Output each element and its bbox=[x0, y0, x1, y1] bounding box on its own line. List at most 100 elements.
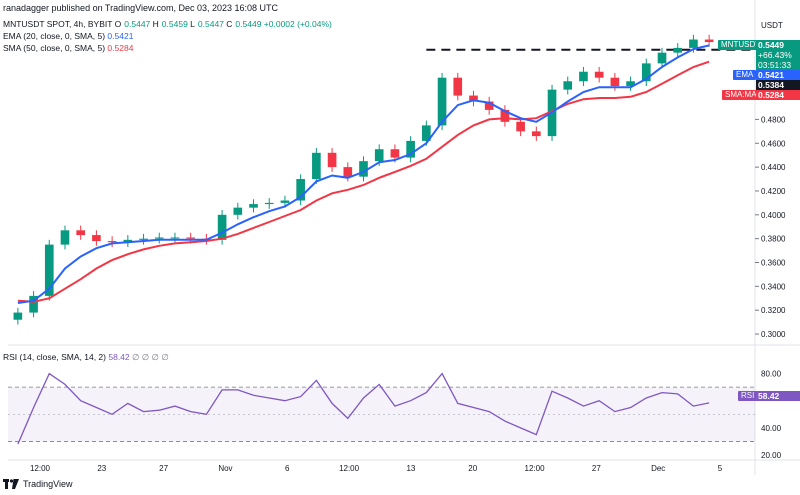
candle-body bbox=[689, 39, 698, 48]
ema-value-tag: 0.5421 bbox=[756, 70, 800, 80]
candle-body bbox=[704, 39, 714, 43]
tradingview-logo-icon bbox=[3, 479, 19, 489]
candle-body bbox=[390, 149, 400, 158]
price-tick-label: 0.4000 bbox=[761, 211, 786, 220]
open-value: O 0.5447 bbox=[114, 19, 151, 29]
sma-legend: SMA (50, close, 0, SMA, 5) 0.5284 bbox=[3, 43, 133, 53]
price-axis-unit: USDT bbox=[761, 21, 783, 30]
candle-body bbox=[673, 47, 683, 53]
candle-body bbox=[422, 125, 431, 141]
candle-body bbox=[249, 204, 258, 208]
rsi-band-fill bbox=[8, 387, 755, 442]
high-value: H 0.5459 bbox=[152, 19, 188, 29]
candle-body bbox=[641, 63, 651, 82]
rsi-name-tag: RSI bbox=[738, 391, 758, 401]
sma-value-tag: 0.5284 bbox=[756, 90, 800, 100]
sma-legend-value: 0.5284 bbox=[107, 43, 134, 53]
sma-label: SMA (50, close, 0, SMA, 5) bbox=[3, 43, 106, 53]
candle-body bbox=[186, 237, 195, 239]
time-tick-label: Dec bbox=[651, 464, 665, 473]
rsi-legend-value: 58.42 bbox=[108, 352, 130, 362]
change-value: +0.0002 (+0.04%) bbox=[263, 19, 332, 29]
price-tick-label: 0.3000 bbox=[761, 330, 786, 339]
candle-body bbox=[327, 152, 337, 168]
candle-body bbox=[359, 161, 368, 177]
rsi-line bbox=[17, 372, 710, 445]
candle-body bbox=[469, 95, 478, 102]
brand-label: TradingView bbox=[23, 479, 73, 489]
publisher-line: ranadagger published on TradingView.com,… bbox=[3, 3, 279, 13]
time-tick-label: 20 bbox=[468, 464, 477, 473]
rsi-tick-label: 20.00 bbox=[761, 451, 782, 460]
footer-brand[interactable]: TradingView bbox=[3, 479, 73, 489]
candle-body bbox=[60, 230, 70, 245]
time-tick-label: 12:00 bbox=[339, 464, 360, 473]
sma-name-tag: SMA:MA bbox=[722, 90, 760, 100]
candle-body bbox=[563, 81, 573, 90]
time-tick-label: 6 bbox=[285, 464, 290, 473]
candle-body bbox=[233, 207, 243, 215]
candle-body bbox=[626, 81, 635, 87]
candle-body bbox=[29, 295, 38, 313]
rsi-label: RSI (14, close, SMA, 14, 2) bbox=[3, 352, 106, 362]
ema-name-tag: EMA bbox=[733, 70, 757, 80]
ema-legend-value: 0.5421 bbox=[107, 31, 134, 41]
ema-label: EMA (20, close, 0, SMA, 5) bbox=[3, 31, 106, 41]
rsi-legend: RSI (14, close, SMA, 14, 2) 58.42 ∅ ∅ ∅ … bbox=[3, 352, 169, 363]
ema-20-line bbox=[17, 44, 710, 304]
time-tick-label: 13 bbox=[406, 464, 415, 473]
candle-body bbox=[484, 101, 494, 110]
candle-body bbox=[44, 244, 54, 296]
ema-legend: EMA (20, close, 0, SMA, 5) 0.5421 bbox=[3, 31, 133, 41]
rsi-legend-extras: ∅ ∅ ∅ ∅ bbox=[132, 352, 169, 362]
time-tick-label: 27 bbox=[159, 464, 168, 473]
candle-body bbox=[406, 140, 415, 158]
price-tick-label: 0.3800 bbox=[761, 235, 786, 244]
low-value: L 0.5447 bbox=[190, 19, 224, 29]
candle-body bbox=[312, 152, 321, 180]
candle-body bbox=[139, 238, 148, 240]
candle-body bbox=[154, 237, 164, 239]
candle-body bbox=[532, 131, 541, 137]
rsi-value-tag: 58.42 bbox=[756, 391, 800, 401]
candle-body bbox=[217, 214, 227, 240]
price-tick-label: 0.4800 bbox=[761, 115, 786, 124]
candle-body bbox=[453, 77, 463, 96]
level-value-tag: 0.5384 bbox=[756, 80, 800, 90]
pct-change-tag: +66.43% bbox=[756, 50, 800, 60]
close-value: C 0.5449 bbox=[226, 19, 262, 29]
time-tick-label: 27 bbox=[592, 464, 601, 473]
candle-body bbox=[437, 77, 447, 126]
symbol-legend: MNTUSDT SPOT, 4h, BYBIT O 0.5447 H 0.5459 … bbox=[3, 19, 332, 29]
candle-body bbox=[343, 167, 353, 177]
candle-body bbox=[280, 200, 290, 203]
candle-body bbox=[123, 239, 133, 243]
time-tick-label: 5 bbox=[718, 464, 723, 473]
symbol-title: MNTUSDT SPOT, 4h, BYBIT bbox=[3, 19, 113, 29]
candle-body bbox=[516, 121, 525, 132]
candle-body bbox=[92, 235, 101, 242]
symbol-name-tag: MNTUSDT bbox=[718, 40, 764, 50]
sma-50-line bbox=[17, 60, 710, 303]
price-tick-label: 0.4400 bbox=[761, 163, 786, 172]
candle-body bbox=[76, 230, 86, 236]
time-tick-label: Nov bbox=[218, 464, 232, 473]
candle-body bbox=[264, 202, 274, 205]
candle-body bbox=[610, 77, 620, 87]
candle-body bbox=[13, 312, 23, 320]
time-tick-label: 12:00 bbox=[525, 464, 546, 473]
candle-body bbox=[579, 71, 588, 82]
time-tick-label: 23 bbox=[97, 464, 106, 473]
price-tick-label: 0.3600 bbox=[761, 259, 786, 268]
rsi-tick-label: 80.00 bbox=[761, 370, 782, 379]
time-tick-label: 12:00 bbox=[30, 464, 51, 473]
rsi-tick-label: 40.00 bbox=[761, 424, 782, 433]
price-tick-label: 0.3200 bbox=[761, 306, 786, 315]
price-tick-label: 0.4200 bbox=[761, 187, 786, 196]
candle-body bbox=[657, 52, 667, 64]
price-tick-label: 0.4600 bbox=[761, 139, 786, 148]
candle-body bbox=[170, 237, 180, 239]
last-price-tag: 0.5449 bbox=[756, 40, 800, 50]
price-tick-label: 0.3400 bbox=[761, 282, 786, 291]
